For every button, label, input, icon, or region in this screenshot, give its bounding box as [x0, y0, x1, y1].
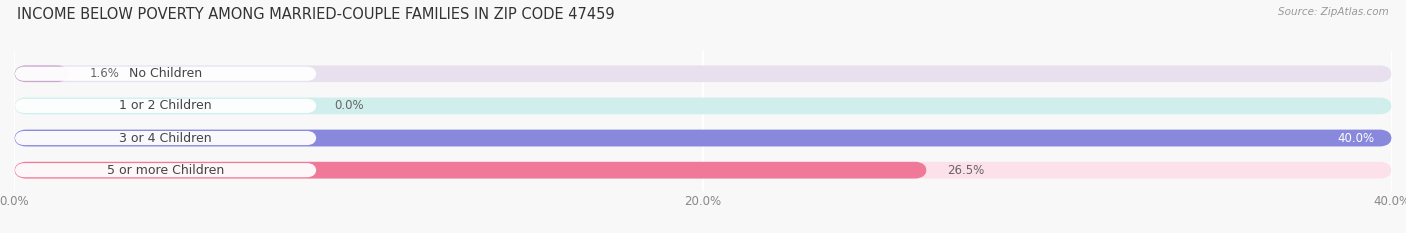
Text: 26.5%: 26.5% — [948, 164, 984, 177]
Text: Source: ZipAtlas.com: Source: ZipAtlas.com — [1278, 7, 1389, 17]
FancyBboxPatch shape — [14, 99, 316, 113]
FancyBboxPatch shape — [14, 130, 1392, 146]
FancyBboxPatch shape — [14, 162, 927, 178]
FancyBboxPatch shape — [14, 67, 316, 81]
FancyBboxPatch shape — [14, 131, 316, 145]
Text: 0.0%: 0.0% — [335, 99, 364, 112]
FancyBboxPatch shape — [14, 163, 316, 177]
FancyBboxPatch shape — [14, 98, 1392, 114]
Text: No Children: No Children — [129, 67, 202, 80]
Text: INCOME BELOW POVERTY AMONG MARRIED-COUPLE FAMILIES IN ZIP CODE 47459: INCOME BELOW POVERTY AMONG MARRIED-COUPL… — [17, 7, 614, 22]
Text: 5 or more Children: 5 or more Children — [107, 164, 224, 177]
Text: 40.0%: 40.0% — [1337, 132, 1375, 144]
FancyBboxPatch shape — [14, 130, 1392, 146]
FancyBboxPatch shape — [14, 65, 69, 82]
Text: 1 or 2 Children: 1 or 2 Children — [120, 99, 212, 112]
FancyBboxPatch shape — [14, 65, 1392, 82]
Text: 1.6%: 1.6% — [90, 67, 120, 80]
Text: 3 or 4 Children: 3 or 4 Children — [120, 132, 212, 144]
FancyBboxPatch shape — [14, 162, 1392, 178]
